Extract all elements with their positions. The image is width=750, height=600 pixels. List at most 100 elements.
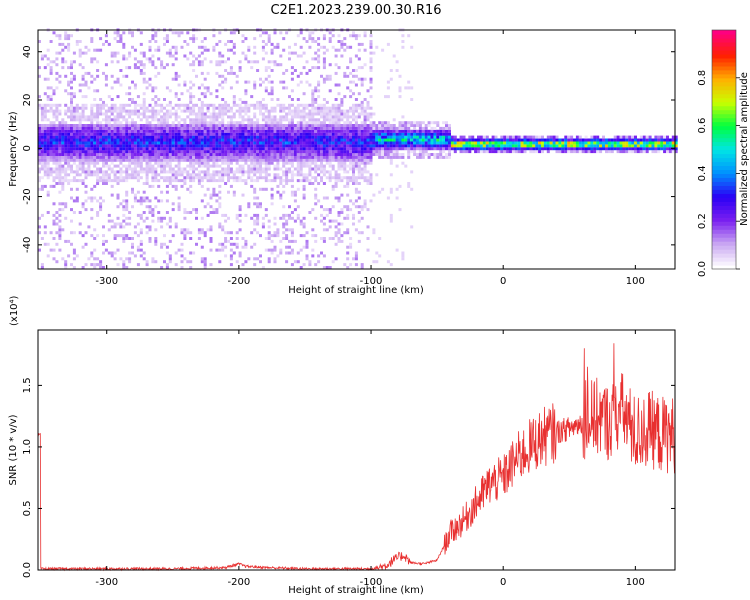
- spectrogram-cell: [87, 141, 91, 145]
- spectrogram-cell: [145, 106, 149, 110]
- spectrogram-cell: [296, 109, 300, 113]
- spectrogram-cell: [192, 126, 196, 130]
- spectrogram-cell: [293, 147, 297, 151]
- spectrogram-cell: [354, 135, 358, 139]
- spectrogram-cell: [261, 115, 265, 119]
- spectrogram-cell: [110, 132, 114, 136]
- spectrogram-cell: [346, 205, 350, 209]
- spectrogram-cell: [276, 153, 280, 156]
- spectrogram-cell: [267, 112, 271, 116]
- spectrogram-cell: [668, 147, 672, 151]
- spectrogram-cell: [192, 176, 196, 180]
- spectrogram-cell: [366, 103, 370, 107]
- spectrogram-cell: [192, 170, 196, 174]
- spectrogram-cell: [40, 132, 44, 136]
- spectrogram-cell: [107, 115, 111, 119]
- spectrogram-cell: [174, 135, 178, 139]
- spectrogram-cell: [151, 179, 155, 183]
- colorbar-swatch: [712, 149, 736, 155]
- spectrogram-cell: [322, 115, 326, 119]
- spectrogram-cell: [357, 48, 361, 52]
- spectrogram-cell: [64, 260, 68, 264]
- spectrogram-cell: [163, 135, 166, 139]
- spectrogram-cell: [320, 132, 323, 136]
- spectrogram-cell: [407, 144, 411, 148]
- spectrogram-cell: [354, 205, 358, 209]
- spectrogram-cell: [247, 257, 251, 261]
- spectrogram-cell: [113, 153, 117, 156]
- spectrogram-cell: [285, 182, 289, 185]
- spectrogram-cell: [75, 158, 79, 162]
- spectrogram-cell: [165, 132, 169, 136]
- spectrogram-cell: [250, 245, 254, 249]
- spectrogram-cell: [46, 155, 50, 159]
- spectrogram-cell: [290, 77, 294, 81]
- spectrogram-cell: [171, 158, 175, 162]
- spectrogram-cell: [590, 138, 594, 142]
- spectrogram-cell: [235, 126, 239, 130]
- spectrogram-cell: [322, 121, 326, 125]
- spectrogram-cell: [416, 135, 419, 139]
- spectrogram-cell: [206, 86, 210, 90]
- spectrogram-cell: [302, 179, 306, 183]
- spectrogram-cell: [55, 103, 59, 107]
- spectrogram-cell: [165, 34, 169, 38]
- spectrogram-cell: [49, 86, 53, 90]
- spectrogram-cell: [328, 124, 332, 127]
- spectrogram-cell: [352, 153, 355, 156]
- spectrogram-cell: [142, 63, 146, 67]
- spectrogram-cell: [270, 147, 274, 151]
- spectrogram-cell: [418, 132, 422, 136]
- spectrogram-cell: [296, 173, 300, 177]
- spectrogram-cell: [363, 179, 367, 183]
- spectrogram-cell: [238, 155, 242, 159]
- spectrogram-cell: [570, 141, 574, 145]
- spectrogram-cell: [354, 124, 358, 127]
- spectrogram-cell: [276, 129, 280, 133]
- spectrogram-cell: [203, 257, 207, 261]
- spectrogram-cell: [288, 112, 291, 116]
- spectrogram-cell: [651, 144, 655, 148]
- spectrogram-cell: [151, 213, 155, 217]
- spectrogram-cell: [229, 254, 233, 258]
- spectrogram-cell: [386, 141, 390, 145]
- spectrogram-cell: [52, 124, 56, 127]
- spectrogram-cell: [270, 69, 274, 72]
- spectrogram-cell: [209, 239, 213, 243]
- spectrogram-cell: [227, 150, 230, 154]
- spectrogram-cell: [386, 126, 390, 130]
- spectrogram-cell: [139, 103, 143, 107]
- spectrogram-cell: [139, 231, 143, 235]
- spectrogram-cell: [192, 141, 196, 145]
- spectrogram-cell: [366, 100, 370, 104]
- spectrogram-cell: [61, 147, 65, 151]
- spectrogram-cell: [168, 150, 172, 154]
- spectrogram-cell: [398, 138, 402, 142]
- spectrogram-cell: [384, 138, 387, 142]
- spectrogram-cell: [157, 147, 161, 151]
- spectrogram-cell: [401, 138, 405, 142]
- spectrogram-cell: [64, 74, 68, 78]
- spectrogram-cell: [407, 153, 411, 156]
- spectrogram-cell: [666, 150, 669, 154]
- spectrogram-cell: [354, 254, 358, 258]
- spectrogram-cell: [52, 31, 56, 35]
- spectrogram-cell: [218, 158, 222, 162]
- spectrogram-cell: [308, 83, 312, 87]
- spectrogram-cell: [352, 222, 355, 226]
- spectrogram-cell: [296, 144, 300, 148]
- spectrogram-cell: [328, 138, 332, 142]
- spectrogram-cell: [346, 74, 350, 78]
- spectrogram-cell: [232, 135, 236, 139]
- spectrogram-cell: [75, 138, 79, 142]
- spectrogram-cell: [160, 150, 164, 154]
- spectrogram-cell: [177, 150, 181, 154]
- spectrogram-cell: [317, 153, 321, 156]
- spectrogram-cell: [418, 150, 422, 154]
- spectrogram-cell: [58, 126, 62, 130]
- spectrogram-cell: [215, 115, 219, 119]
- spectrogram-cell: [337, 150, 341, 154]
- spectrogram-cell: [72, 126, 76, 130]
- spectrogram-cell: [279, 239, 283, 243]
- spectrogram-cell: [122, 57, 126, 61]
